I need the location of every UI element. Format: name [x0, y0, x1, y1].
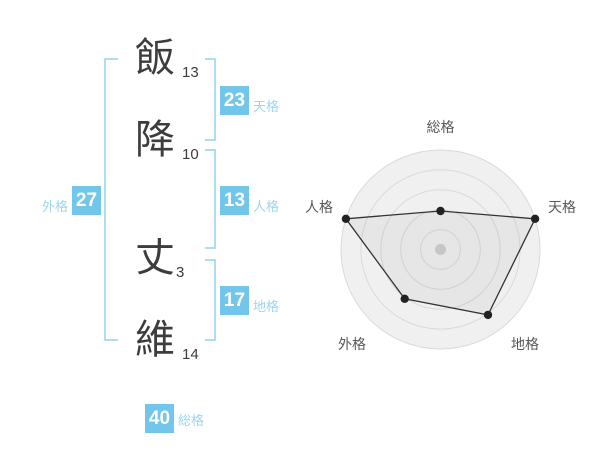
svg-text:外格: 外格: [338, 336, 366, 352]
svg-text:人格: 人格: [305, 199, 333, 215]
svg-text:総格: 総格: [427, 119, 455, 135]
svg-text:天格: 天格: [548, 199, 576, 215]
svg-text:地格: 地格: [511, 336, 539, 352]
